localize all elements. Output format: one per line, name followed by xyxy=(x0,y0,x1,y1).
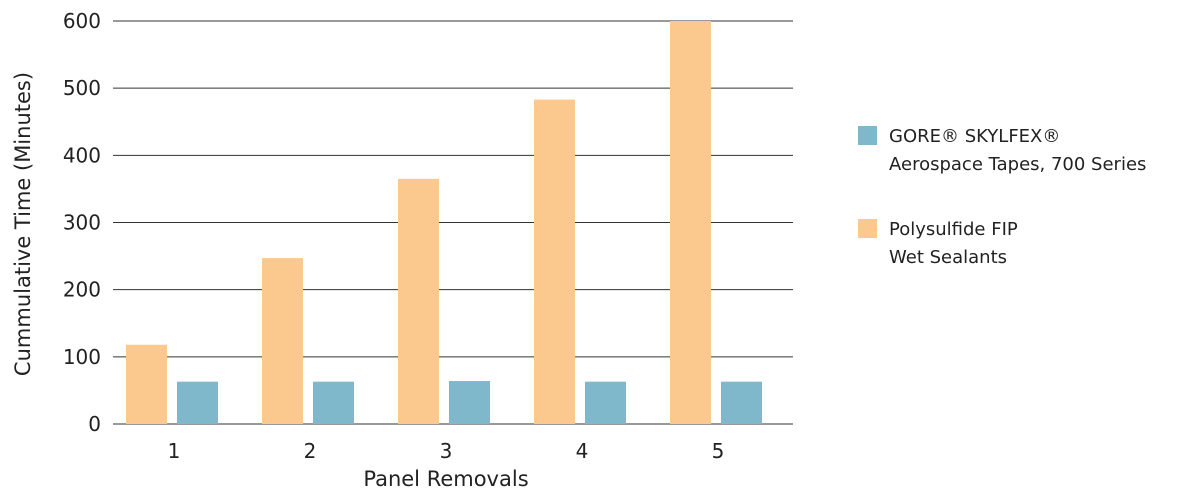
bar-polysulfide xyxy=(670,21,711,424)
legend-item-polysulfide: Polysulfide FIP Wet Sealants xyxy=(858,219,1018,268)
bar-gore xyxy=(449,381,490,424)
y-tick-label: 300 xyxy=(63,211,101,235)
y-tick-label: 400 xyxy=(63,143,101,167)
legend-label-polysulfide-line2: Wet Sealants xyxy=(889,247,1007,268)
x-tick-label: 3 xyxy=(440,439,453,463)
bar-polysulfide xyxy=(534,99,575,425)
y-axis-title: Cummulative Time (Minutes) xyxy=(11,72,35,376)
bar-polysulfide xyxy=(398,178,439,424)
x-tick-label: 4 xyxy=(576,439,589,463)
legend-swatch-gore xyxy=(858,126,877,145)
bar-gore xyxy=(177,381,218,424)
y-tick-label: 200 xyxy=(63,278,101,302)
bar-polysulfide xyxy=(126,344,167,424)
bar-polysulfide xyxy=(262,258,303,424)
x-tick-label: 2 xyxy=(304,439,317,463)
y-axis-ticks: 0 100 200 300 400 500 600 xyxy=(63,9,101,436)
bar-gore xyxy=(721,381,762,424)
legend-swatch-polysulfide xyxy=(858,219,877,238)
y-tick-label: 0 xyxy=(88,412,101,436)
x-tick-label: 1 xyxy=(168,439,181,463)
legend-item-gore: GORE® SKYLFEX® Aerospace Tapes, 700 Seri… xyxy=(858,126,1146,175)
bars xyxy=(126,21,762,425)
bar-gore xyxy=(313,381,354,424)
legend-label-gore-line1: GORE® SKYLFEX® xyxy=(889,126,1060,147)
legend-label-gore-line2: Aerospace Tapes, 700 Series xyxy=(889,154,1146,175)
legend: GORE® SKYLFEX® Aerospace Tapes, 700 Seri… xyxy=(858,126,1146,268)
x-axis-title: Panel Removals xyxy=(363,467,528,491)
legend-label-polysulfide-line1: Polysulfide FIP xyxy=(889,219,1018,240)
x-axis-ticks: 1 2 3 4 5 xyxy=(168,439,725,463)
bar-gore xyxy=(585,381,626,424)
x-tick-label: 5 xyxy=(712,439,725,463)
y-tick-label: 100 xyxy=(63,345,101,369)
y-tick-label: 500 xyxy=(63,76,101,100)
y-tick-label: 600 xyxy=(63,9,101,33)
gridlines xyxy=(113,20,793,425)
